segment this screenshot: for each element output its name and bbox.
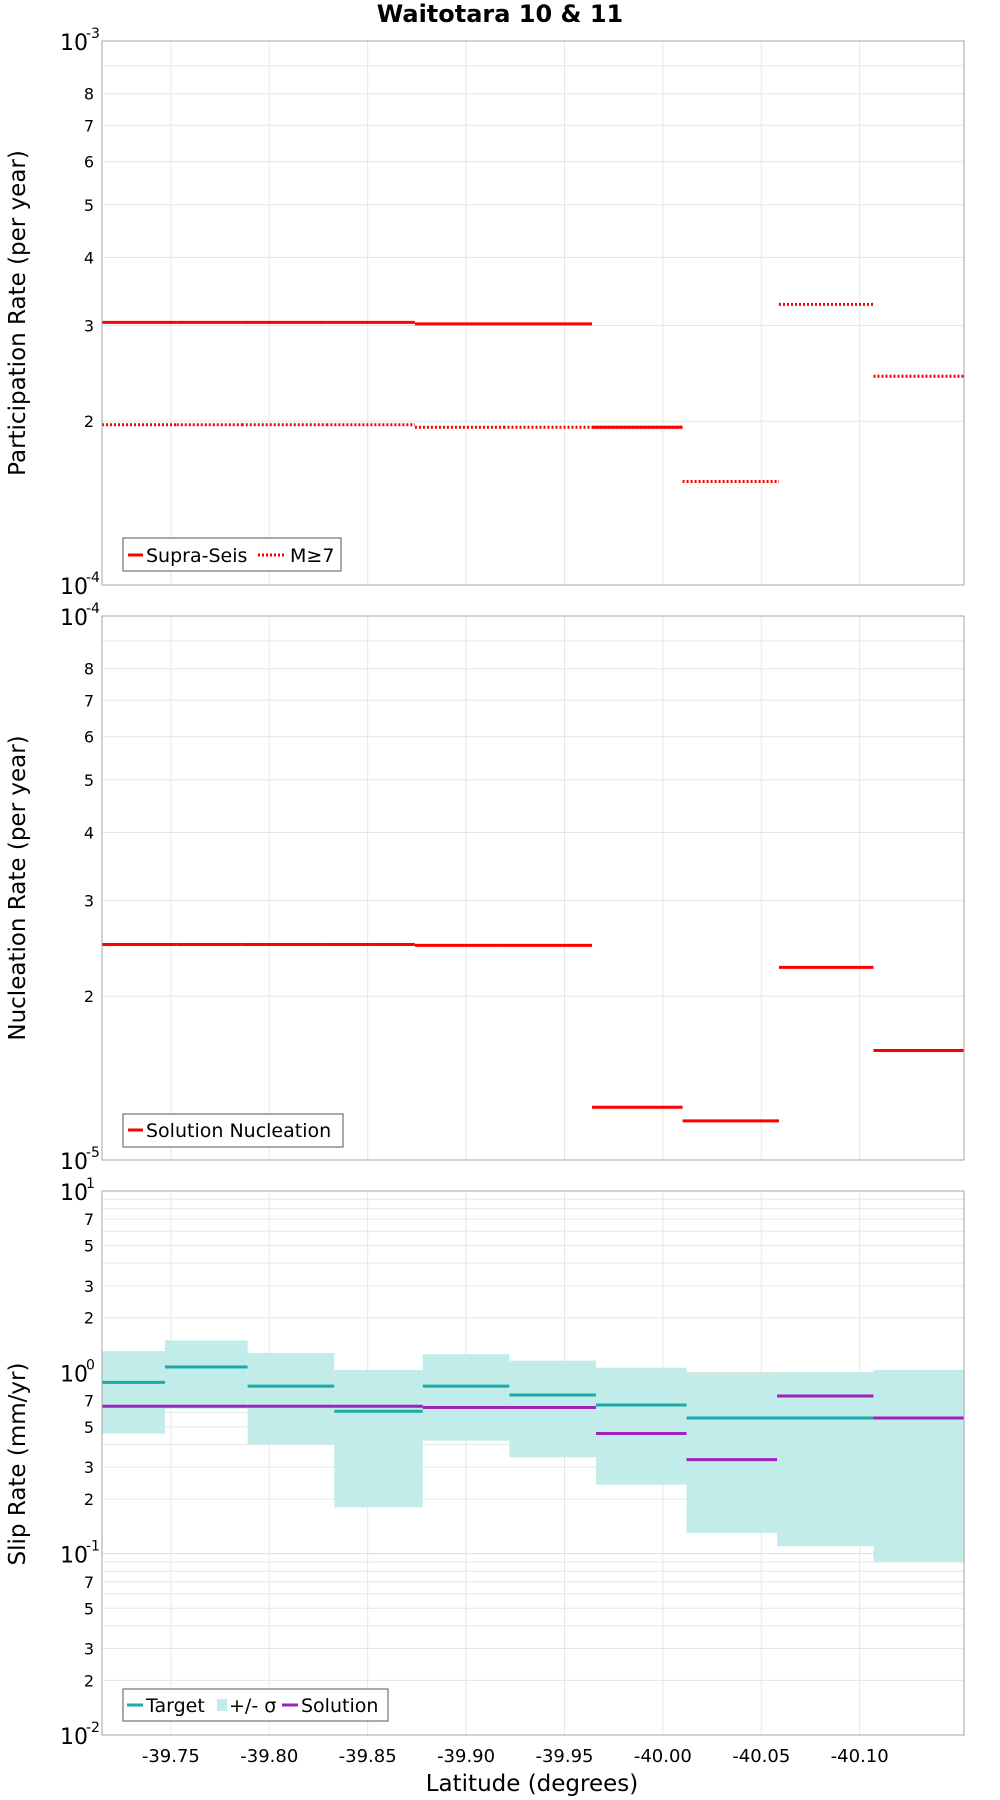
- sigma-legend-swatch: [217, 1699, 227, 1711]
- slip-rate-y-tick-label: 5: [84, 1599, 94, 1618]
- participation-y-tick-label: 5: [84, 196, 94, 215]
- slip-rate-y-major-tick-label: 10: [60, 1544, 88, 1569]
- participation-y-major-tick-exponent: -3: [86, 26, 100, 42]
- participation-y-tick-label: 6: [84, 153, 94, 172]
- sigma-band: [595, 1367, 687, 1485]
- slip-rate-legend-box: [122, 1688, 389, 1722]
- sigma-band: [247, 1352, 335, 1445]
- nucleation-y-tick-label: 2: [84, 987, 94, 1006]
- slip-rate-y-major-tick-exponent: -2: [86, 1720, 100, 1736]
- participation-y-tick-label: 4: [84, 248, 94, 267]
- slip-rate-y-tick-label: 2: [84, 1671, 94, 1690]
- supra-seis-legend-label: Supra-Seis: [146, 545, 247, 567]
- nucleation-plot-frame: [101, 615, 965, 1161]
- slip-rate-y-tick-label: 7: [84, 1210, 94, 1229]
- sigma-band: [334, 1370, 423, 1508]
- participation-legend-box: [122, 537, 342, 572]
- nucleation-y-major-tick-label: 10: [60, 606, 88, 631]
- target-legend-label: Target: [145, 1695, 205, 1717]
- sigma-legend-label: +/- σ: [229, 1695, 276, 1717]
- participation-y-tick-label: 2: [84, 412, 94, 431]
- nucleation-y-major-tick-label: 10: [60, 1150, 88, 1175]
- slip-rate-y-tick-label: 3: [84, 1639, 94, 1658]
- slip-rate-legend: Target +/- σ Solution: [122, 1688, 389, 1722]
- chart-title: Waitotara 10 & 11: [377, 0, 624, 28]
- participation-y-tick-label: 3: [84, 316, 94, 335]
- slip-rate-y-tick-label: 3: [84, 1277, 94, 1296]
- x-tick-label: -39.90: [437, 1746, 495, 1767]
- x-axis: Latitude (degrees) -39.75 -39.80 -39.85 -39…: [142, 1746, 889, 1797]
- participation-y-tick-label: 8: [84, 85, 94, 104]
- nucleation-y-tick-label: 6: [84, 728, 94, 747]
- x-tick-label: -39.75: [142, 1746, 200, 1767]
- participation-y-tick-label: 7: [84, 116, 94, 135]
- participation-y-axis-label: Participation Rate (per year): [5, 150, 31, 476]
- slip-rate-y-tick-label: 7: [84, 1573, 94, 1592]
- slip-rate-y-axis-label: Slip Rate (mm/yr): [5, 1363, 31, 1566]
- participation-y-major-tick-exponent: -4: [86, 570, 100, 586]
- x-tick-label: -39.80: [240, 1746, 298, 1767]
- sigma-band: [686, 1373, 778, 1534]
- slip-rate-y-tick-label: 5: [84, 1237, 94, 1256]
- x-tick-label: -40.10: [831, 1746, 889, 1767]
- slip-rate-y-major-tick-label: 10: [60, 1181, 88, 1206]
- sigma-band: [873, 1370, 964, 1562]
- slip-rate-y-tick-label: 7: [84, 1391, 94, 1410]
- participation-plot-background: [102, 41, 964, 585]
- nucleation-y-tick-label: 5: [84, 771, 94, 790]
- participation-y-major-tick-label: 10: [60, 575, 88, 600]
- sigma-band: [102, 1351, 165, 1434]
- slip-rate-y-major-tick-exponent: 0: [86, 1357, 95, 1373]
- slip-rate-y-major-tick-exponent: -1: [86, 1539, 100, 1555]
- nucleation-y-major-tick-exponent: -4: [86, 601, 100, 617]
- nucleation-y-tick-label: 7: [84, 691, 94, 710]
- x-tick-label: -40.00: [634, 1746, 692, 1767]
- sigma-band: [777, 1372, 874, 1547]
- nucleation-y-tick-label: 3: [84, 891, 94, 910]
- x-tick-label: -39.85: [339, 1746, 397, 1767]
- solution-nucleation-legend-label: Solution Nucleation: [146, 1120, 331, 1142]
- m7-legend-label: M≥7: [290, 545, 334, 567]
- solution-legend-label: Solution: [301, 1695, 378, 1717]
- nucleation-legend-box: [122, 1113, 344, 1148]
- nucleation-y-tick-label: 8: [84, 660, 94, 679]
- slip-rate-y-major-tick-label: 10: [60, 1362, 88, 1387]
- nucleation-y-axis-label: Nucleation Rate (per year): [5, 735, 31, 1040]
- nucleation-legend: Solution Nucleation: [122, 1113, 344, 1148]
- slip-rate-y-tick-label: 3: [84, 1458, 94, 1477]
- participation-y-major-tick-label: 10: [60, 31, 88, 56]
- nucleation-plot-background: [102, 616, 964, 1160]
- participation-legend: Supra-Seis M≥7: [122, 537, 342, 572]
- x-axis-label: Latitude (degrees): [426, 1771, 639, 1797]
- slip-rate-y-major-tick-label: 10: [60, 1725, 88, 1750]
- slip-rate-y-tick-label: 2: [84, 1490, 94, 1509]
- slip-rate-y-tick-label: 2: [84, 1309, 94, 1328]
- slip-rate-y-major-tick-exponent: 1: [86, 1176, 95, 1192]
- x-tick-label: -40.05: [732, 1746, 790, 1767]
- nucleation-y-major-tick-exponent: -5: [86, 1145, 100, 1161]
- x-tick-label: -39.95: [535, 1746, 593, 1767]
- slip-rate-plot-frame: [101, 1190, 965, 1736]
- participation-plot-frame: [101, 40, 965, 586]
- sigma-band: [422, 1354, 510, 1441]
- sigma-band: [164, 1340, 248, 1409]
- slip-rate-y-tick-label: 5: [84, 1418, 94, 1437]
- nucleation-y-tick-label: 4: [84, 823, 94, 842]
